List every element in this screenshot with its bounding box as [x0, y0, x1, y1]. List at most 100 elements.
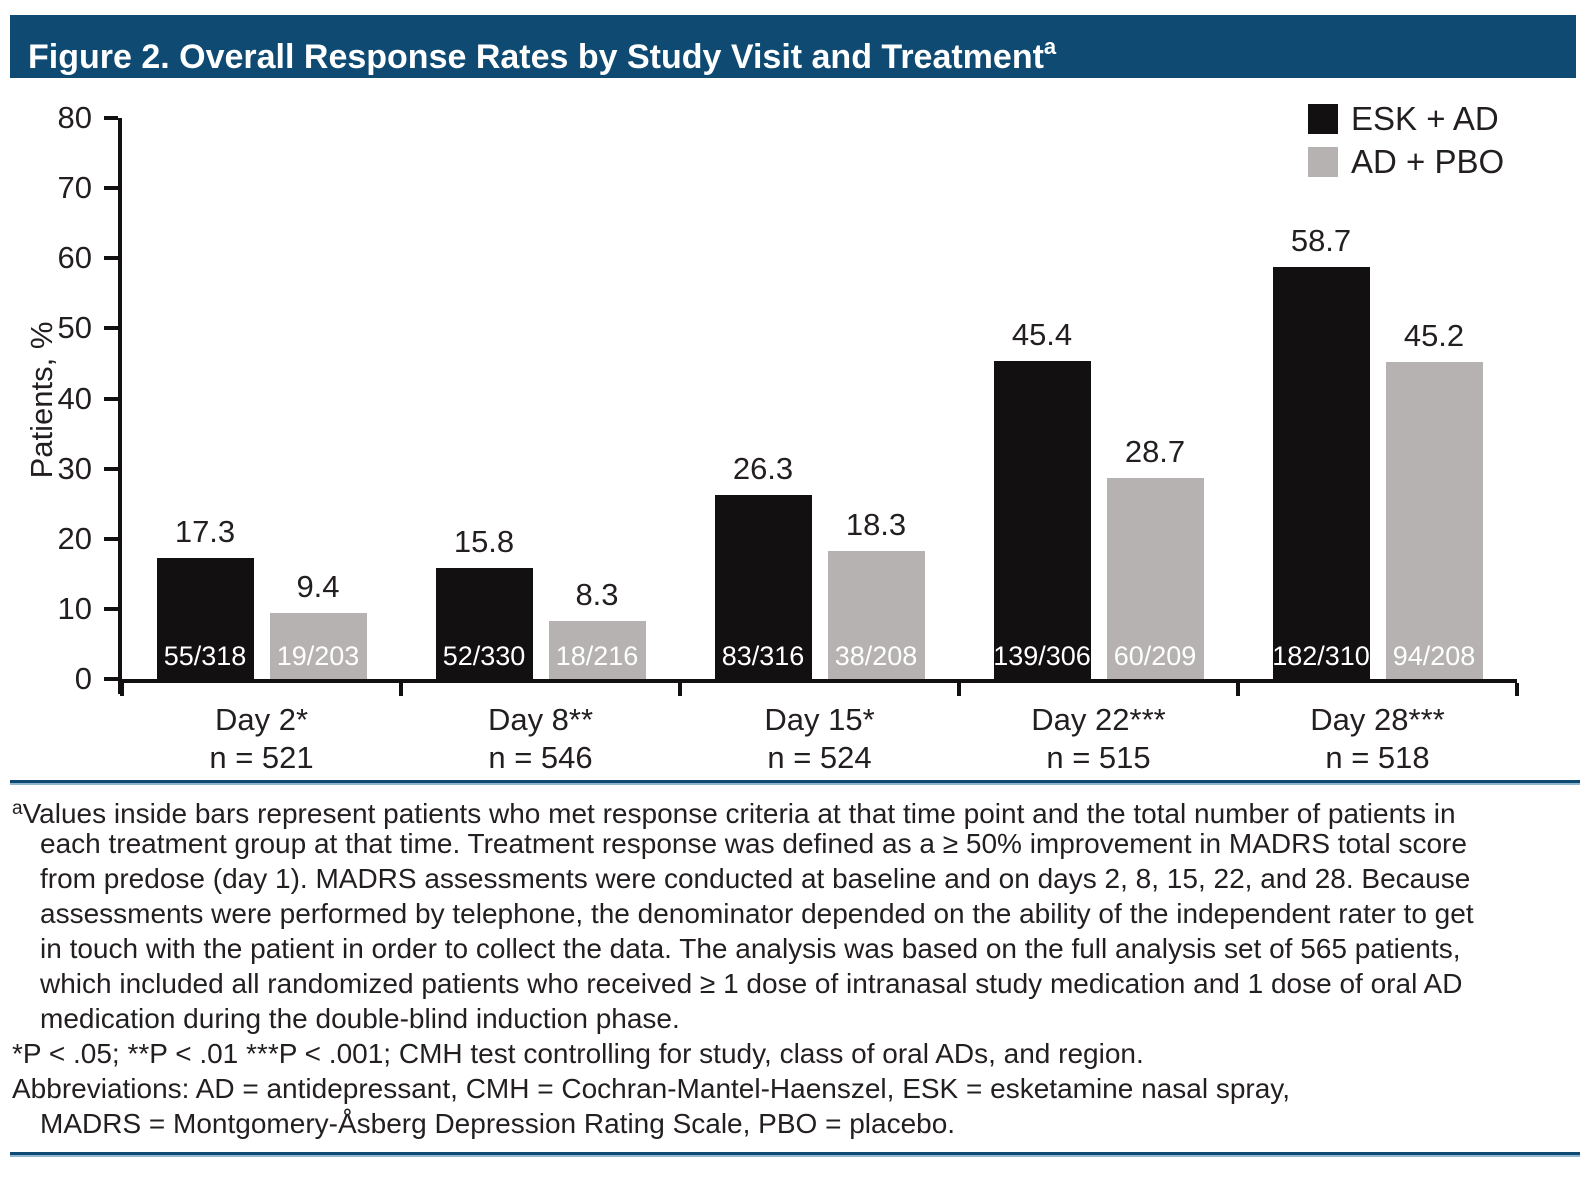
footnote-text: medication during the double-blind induc…	[40, 1003, 680, 1034]
x-category-label: Day 8**	[487, 702, 594, 737]
bar-inside-label: 182/310	[1272, 641, 1370, 671]
bar-ad-pbo: 19/203	[269, 613, 367, 679]
y-tick-label: 70	[57, 170, 92, 206]
x-tick	[1236, 683, 1240, 696]
footnote-line: in touch with the patient in order to co…	[12, 931, 1474, 966]
footnote-line: assessments were performed by telephone,…	[12, 896, 1474, 931]
x-category-sublabel: n = 524	[767, 740, 872, 775]
y-tick	[104, 677, 118, 681]
footnote-text: assessments were performed by telephone,…	[40, 898, 1474, 929]
x-category-sublabel: n = 515	[1046, 740, 1151, 775]
footnote-text: Values inside bars represent patients wh…	[22, 798, 1456, 829]
bar-value-label: 26.3	[732, 451, 794, 486]
legend-swatch-ad-pbo	[1308, 147, 1338, 177]
footnote-line: each treatment group at that time. Treat…	[12, 826, 1474, 861]
legend-swatch-esk-ad	[1308, 104, 1338, 134]
x-tick	[120, 683, 124, 696]
footnote-line: aValues inside bars represent patients w…	[12, 791, 1474, 829]
footnote-text: in touch with the patient in order to co…	[40, 933, 1461, 964]
bar-value-label: 9.4	[296, 569, 340, 604]
footnote-line: from predose (day 1). MADRS assessments …	[12, 861, 1474, 896]
bar-ad-pbo: 94/208	[1385, 362, 1483, 679]
y-tick-label: 60	[57, 240, 92, 276]
bar-esk-ad: 139/306	[993, 361, 1091, 679]
y-tick	[104, 466, 118, 471]
y-tick	[104, 326, 118, 331]
footnote-text: Abbreviations: AD = antidepressant, CMH …	[12, 1073, 1290, 1104]
bar-esk-ad: 55/318	[156, 558, 254, 679]
figure-title-superscript: a	[1043, 34, 1057, 59]
bar-inside-label: 60/209	[1113, 641, 1197, 671]
bar-value-label: 18.3	[845, 507, 907, 542]
x-tick	[957, 683, 961, 696]
bar-value-label: 58.7	[1290, 223, 1352, 258]
y-axis-line	[118, 118, 122, 694]
footnote-line: medication during the double-blind induc…	[12, 1001, 1474, 1036]
y-tick-label: 40	[57, 380, 92, 416]
legend-label: ESK + AD	[1351, 100, 1499, 137]
y-tick	[104, 396, 118, 401]
footnote-text: each treatment group at that time. Treat…	[40, 828, 1467, 859]
footnote-text: from predose (day 1). MADRS assessments …	[40, 863, 1471, 894]
bottom-border-line	[10, 1152, 1580, 1157]
y-tick	[104, 186, 118, 191]
footnote-separator-line	[10, 780, 1580, 785]
footnote-text: MADRS = Montgomery-Åsberg Depression Rat…	[40, 1108, 956, 1139]
footnote-superscript: a	[12, 798, 23, 819]
bar-ad-pbo: 18/216	[548, 621, 646, 679]
x-category-sublabel: n = 521	[209, 740, 314, 775]
bar-esk-ad: 52/330	[435, 568, 533, 679]
x-tick	[399, 683, 403, 696]
bar-inside-label: 52/330	[442, 641, 526, 671]
legend-label: AD + PBO	[1351, 143, 1505, 180]
y-tick	[104, 606, 118, 611]
y-tick-label: 0	[74, 661, 92, 696]
footnote-line: *P < .05; **P < .01 ***P < .001; CMH tes…	[12, 1036, 1474, 1071]
bar-inside-label: 55/318	[163, 641, 247, 671]
y-tick-label: 20	[57, 520, 92, 556]
bar-ad-pbo: 38/208	[827, 551, 925, 679]
footnote-line: Abbreviations: AD = antidepressant, CMH …	[12, 1071, 1474, 1106]
bar-esk-ad: 83/316	[714, 495, 812, 679]
y-tick	[104, 536, 118, 541]
x-category-sublabel: n = 518	[1325, 740, 1430, 775]
bar-inside-label: 38/208	[834, 641, 918, 671]
x-category-sublabel: n = 546	[488, 740, 593, 775]
x-category-label: Day 28***	[1310, 702, 1445, 737]
bar-inside-label: 83/316	[721, 641, 805, 671]
footnote-text: *P < .05; **P < .01 ***P < .001; CMH tes…	[12, 1038, 1144, 1069]
bar-chart: Patients, % ESK + AD AD + PBO 0 10 20 30 40 50…	[24, 100, 1519, 774]
y-tick	[104, 256, 118, 261]
bar-inside-label: 94/208	[1392, 641, 1476, 671]
y-tick-label: 30	[57, 450, 92, 486]
legend-item: AD + PBO	[1308, 143, 1505, 180]
footnote-text: which included all randomized patients w…	[40, 968, 1463, 999]
chart-legend: ESK + AD AD + PBO	[1308, 100, 1505, 189]
bar-value-label: 15.8	[453, 524, 515, 559]
footnote-line: MADRS = Montgomery-Åsberg Depression Rat…	[12, 1106, 1474, 1141]
x-axis-line	[118, 679, 1517, 683]
y-tick-label: 10	[57, 590, 92, 626]
bar-esk-ad: 182/310	[1272, 267, 1370, 679]
footnote-line: which included all randomized patients w…	[12, 966, 1474, 1001]
y-tick-label: 50	[57, 310, 92, 346]
x-tick	[678, 683, 682, 696]
x-category-label: Day 15*	[764, 702, 875, 737]
bar-value-label: 45.2	[1403, 318, 1465, 353]
figure-title: Figure 2. Overall Response Rates by Stud…	[28, 38, 1044, 76]
bar-inside-label: 19/203	[276, 641, 360, 671]
legend-item: ESK + AD	[1308, 100, 1504, 137]
bar-value-label: 8.3	[575, 577, 619, 612]
y-tick-label: 80	[57, 100, 92, 135]
footnotes-block: aValues inside bars represent patients w…	[12, 791, 1474, 1141]
bar-value-label: 17.3	[174, 514, 236, 549]
bar-value-label: 28.7	[1124, 434, 1186, 469]
figure-title-bar: Figure 2. Overall Response Rates by Stud…	[10, 15, 1576, 78]
x-tick	[1515, 683, 1519, 696]
bar-ad-pbo: 60/209	[1106, 478, 1204, 679]
y-tick	[104, 116, 118, 120]
bar-inside-label: 139/306	[993, 641, 1091, 671]
x-category-label: Day 2*	[214, 702, 309, 737]
plot-area: 0 10 20 30 40 50 60 70 80 55/318 17.3 52/330 15.8 83/…	[58, 102, 1519, 774]
